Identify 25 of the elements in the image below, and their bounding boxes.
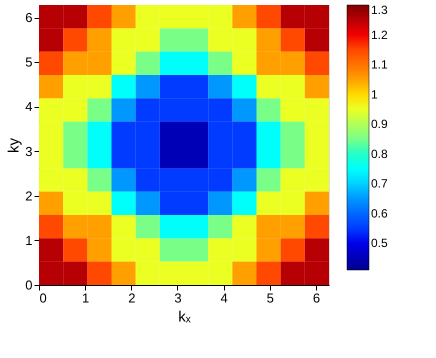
y-tick-label: 1 — [25, 232, 32, 248]
x-tick-label: 5 — [266, 290, 274, 306]
color-bar-label: 1.1 — [371, 58, 388, 72]
x-tick-label: 3 — [174, 290, 182, 306]
color-bar-label: 0.9 — [371, 117, 388, 132]
y-tick-label: 0 — [25, 278, 32, 292]
color-bar-label: 1.2 — [371, 28, 388, 42]
y-tick-label: 5 — [25, 54, 32, 70]
y-tick-label: 3 — [25, 144, 32, 159]
x-tick-label: 6 — [312, 290, 320, 306]
x-tick-label: 4 — [220, 290, 228, 306]
color-bar-label: 0.5 — [371, 236, 388, 250]
y-tick-label: 6 — [25, 10, 32, 26]
x-axis-title: kₓ — [178, 308, 191, 326]
x-tick-label: 2 — [128, 290, 136, 306]
y-axis-title: ky — [5, 138, 22, 153]
color-bar-label: 0.6 — [371, 206, 388, 220]
color-bar-label: 0.7 — [371, 176, 388, 191]
y-tick-label: 2 — [25, 188, 32, 204]
y-tick-label: 4 — [25, 99, 32, 114]
color-bar-label: 1.3 — [371, 3, 388, 17]
color-bar-label: 1 — [371, 87, 378, 102]
x-tick-label: 0 — [40, 290, 47, 306]
x-tick-label: 1 — [82, 290, 90, 306]
color-bar-label: 0.8 — [371, 146, 388, 161]
